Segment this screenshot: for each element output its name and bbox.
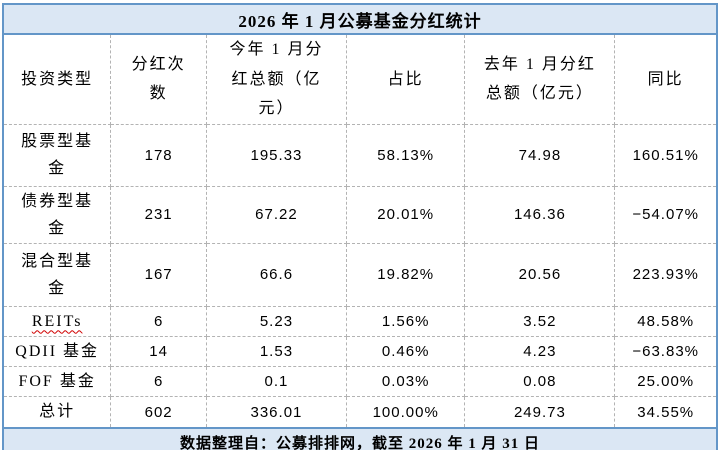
column-header-times: 分红次数 bbox=[110, 33, 207, 125]
table-row-equity-funds: 股票型基金 178 195.33 58.13% 74.98 160.51% bbox=[2, 123, 718, 187]
table-row-qdii-funds: QDII 基金 14 1.53 0.46% 4.23 −63.83% bbox=[2, 335, 718, 367]
data-source-note: 数据整理自：公募排排网，截至 2026 年 1 月 31 日 bbox=[2, 427, 718, 450]
cell-this-year: 66.6 bbox=[205, 242, 347, 307]
cell-last-year: 0.08 bbox=[464, 365, 616, 397]
cell-this-year: 336.01 bbox=[205, 395, 347, 429]
cell-last-year: 146.36 bbox=[464, 185, 616, 244]
cell-yoy: 48.58% bbox=[614, 305, 718, 337]
cell-yoy: 25.00% bbox=[614, 365, 718, 397]
cell-yoy: 223.93% bbox=[614, 242, 718, 307]
cell-type: 混合型基金 bbox=[2, 242, 112, 307]
cell-type: QDII 基金 bbox=[2, 335, 112, 367]
table-title-row: 2026 年 1 月公募基金分红统计 bbox=[2, 3, 718, 35]
table-row-total: 总计 602 336.01 100.00% 249.73 34.55% bbox=[2, 395, 718, 429]
cell-type: 股票型基金 bbox=[2, 123, 112, 187]
table-row-bond-funds: 债券型基金 231 67.22 20.01% 146.36 −54.07% bbox=[2, 185, 718, 244]
cell-share: 58.13% bbox=[345, 123, 466, 187]
column-header-type: 投资类型 bbox=[2, 33, 112, 125]
cell-last-year: 4.23 bbox=[464, 335, 616, 367]
cell-this-year: 0.1 bbox=[205, 365, 347, 397]
cell-this-year: 195.33 bbox=[205, 123, 347, 187]
cell-last-year: 74.98 bbox=[464, 123, 616, 187]
column-header-last-year-total: 去年 1 月分红总额（亿元） bbox=[464, 33, 616, 125]
cell-times: 231 bbox=[110, 185, 207, 244]
cell-share: 100.00% bbox=[345, 395, 466, 429]
table-row-reits: REITs 6 5.23 1.56% 3.52 48.58% bbox=[2, 305, 718, 337]
cell-times: 14 bbox=[110, 335, 207, 367]
column-header-share: 占比 bbox=[345, 33, 466, 125]
cell-this-year: 67.22 bbox=[205, 185, 347, 244]
cell-share: 20.01% bbox=[345, 185, 466, 244]
cell-yoy: 34.55% bbox=[614, 395, 718, 429]
cell-last-year: 249.73 bbox=[464, 395, 616, 429]
cell-last-year: 20.56 bbox=[464, 242, 616, 307]
cell-times: 178 bbox=[110, 123, 207, 187]
fund-dividend-table: 2026 年 1 月公募基金分红统计 投资类型 分红次数 今年 1 月分红总额（… bbox=[2, 3, 718, 450]
cell-share: 0.03% bbox=[345, 365, 466, 397]
cell-times: 6 bbox=[110, 365, 207, 397]
table-row-fof-funds: FOF 基金 6 0.1 0.03% 0.08 25.00% bbox=[2, 365, 718, 397]
cell-times: 602 bbox=[110, 395, 207, 429]
column-header-yoy: 同比 bbox=[614, 33, 718, 125]
cell-type: REITs bbox=[2, 305, 112, 337]
cell-type: 债券型基金 bbox=[2, 185, 112, 244]
cell-share: 19.82% bbox=[345, 242, 466, 307]
table-title: 2026 年 1 月公募基金分红统计 bbox=[2, 3, 718, 35]
cell-type: FOF 基金 bbox=[2, 365, 112, 397]
cell-this-year: 1.53 bbox=[205, 335, 347, 367]
cell-yoy: −63.83% bbox=[614, 335, 718, 367]
cell-yoy: 160.51% bbox=[614, 123, 718, 187]
table-header-row: 投资类型 分红次数 今年 1 月分红总额（亿元） 占比 去年 1 月分红总额（亿… bbox=[2, 33, 718, 125]
cell-times: 6 bbox=[110, 305, 207, 337]
cell-this-year: 5.23 bbox=[205, 305, 347, 337]
table-footer-row: 数据整理自：公募排排网，截至 2026 年 1 月 31 日 bbox=[2, 427, 718, 450]
cell-share: 1.56% bbox=[345, 305, 466, 337]
cell-type: 总计 bbox=[2, 395, 112, 429]
cell-last-year: 3.52 bbox=[464, 305, 616, 337]
reits-label-with-spellcheck: REITs bbox=[31, 312, 83, 330]
cell-share: 0.46% bbox=[345, 335, 466, 367]
cell-yoy: −54.07% bbox=[614, 185, 718, 244]
cell-times: 167 bbox=[110, 242, 207, 307]
table-row-hybrid-funds: 混合型基金 167 66.6 19.82% 20.56 223.93% bbox=[2, 242, 718, 307]
column-header-this-year-total: 今年 1 月分红总额（亿元） bbox=[205, 33, 347, 125]
